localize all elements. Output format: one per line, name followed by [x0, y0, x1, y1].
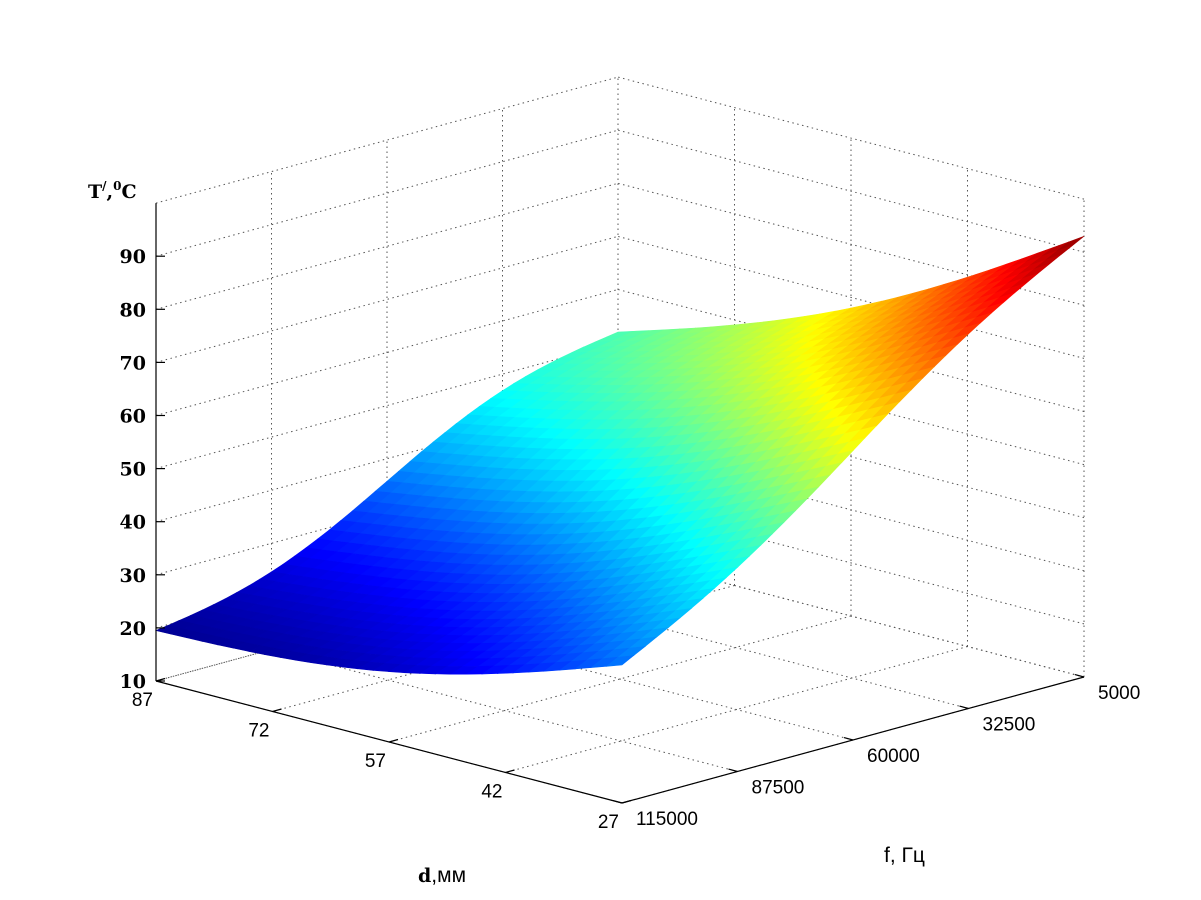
wall-grid-z	[155, 235, 619, 363]
z-tick-label: 30	[120, 565, 146, 587]
f-tick-mark	[728, 768, 738, 773]
y-axis-label: f, Гц	[884, 844, 925, 867]
wall-grid-z	[617, 235, 1085, 359]
d-tick-label: 72	[248, 721, 269, 742]
f-tick-label: 115000	[636, 809, 698, 830]
d-tick-mark	[505, 769, 515, 774]
z-tick-label: 50	[120, 459, 146, 481]
f-tick-mark	[1074, 674, 1085, 678]
x-axis-label: d,мм	[418, 864, 466, 887]
f-tick-label: 60000	[867, 746, 920, 767]
z-tick-label: 90	[120, 246, 146, 268]
wall-grid-z	[617, 76, 1085, 200]
d-tick-mark	[621, 799, 632, 804]
surface-mesh	[155, 236, 1085, 675]
z-tick-label: 70	[120, 352, 146, 374]
d-tick-mark	[155, 677, 166, 682]
z-tick-label: 80	[120, 299, 146, 321]
d-tick-mark	[272, 708, 282, 713]
f-tick-mark	[843, 737, 854, 741]
z-tick-label: 60	[120, 406, 146, 428]
tick-labels: 10 20 30 40 50 60 70 80 90 87 72 57 42 27 5000 32500 600…	[120, 246, 1141, 833]
surface-cell	[1056, 236, 1085, 252]
wall-grid-z	[617, 129, 1085, 253]
d-tick-label: 57	[365, 751, 386, 772]
z-tick-label: 40	[120, 512, 146, 534]
f-tick-label: 5000	[1098, 683, 1140, 704]
f-tick-label: 32500	[983, 715, 1036, 736]
f-tick-mark	[959, 705, 969, 710]
z-axis-label: T/,0C	[88, 179, 137, 203]
d-tick-label: 42	[481, 782, 502, 803]
z-tick-label: 10	[120, 671, 146, 693]
wall-grid-z	[155, 76, 619, 204]
d-tick-label: 27	[598, 812, 619, 833]
surface-cell	[605, 655, 635, 667]
z-tick-label: 20	[120, 618, 146, 640]
f-tick-mark	[612, 800, 623, 804]
axes	[155, 203, 1085, 804]
f-tick-label: 87500	[752, 778, 805, 799]
floor-grid-f	[271, 649, 738, 772]
d-tick-mark	[388, 738, 399, 743]
d-tick-label: 87	[132, 690, 153, 711]
